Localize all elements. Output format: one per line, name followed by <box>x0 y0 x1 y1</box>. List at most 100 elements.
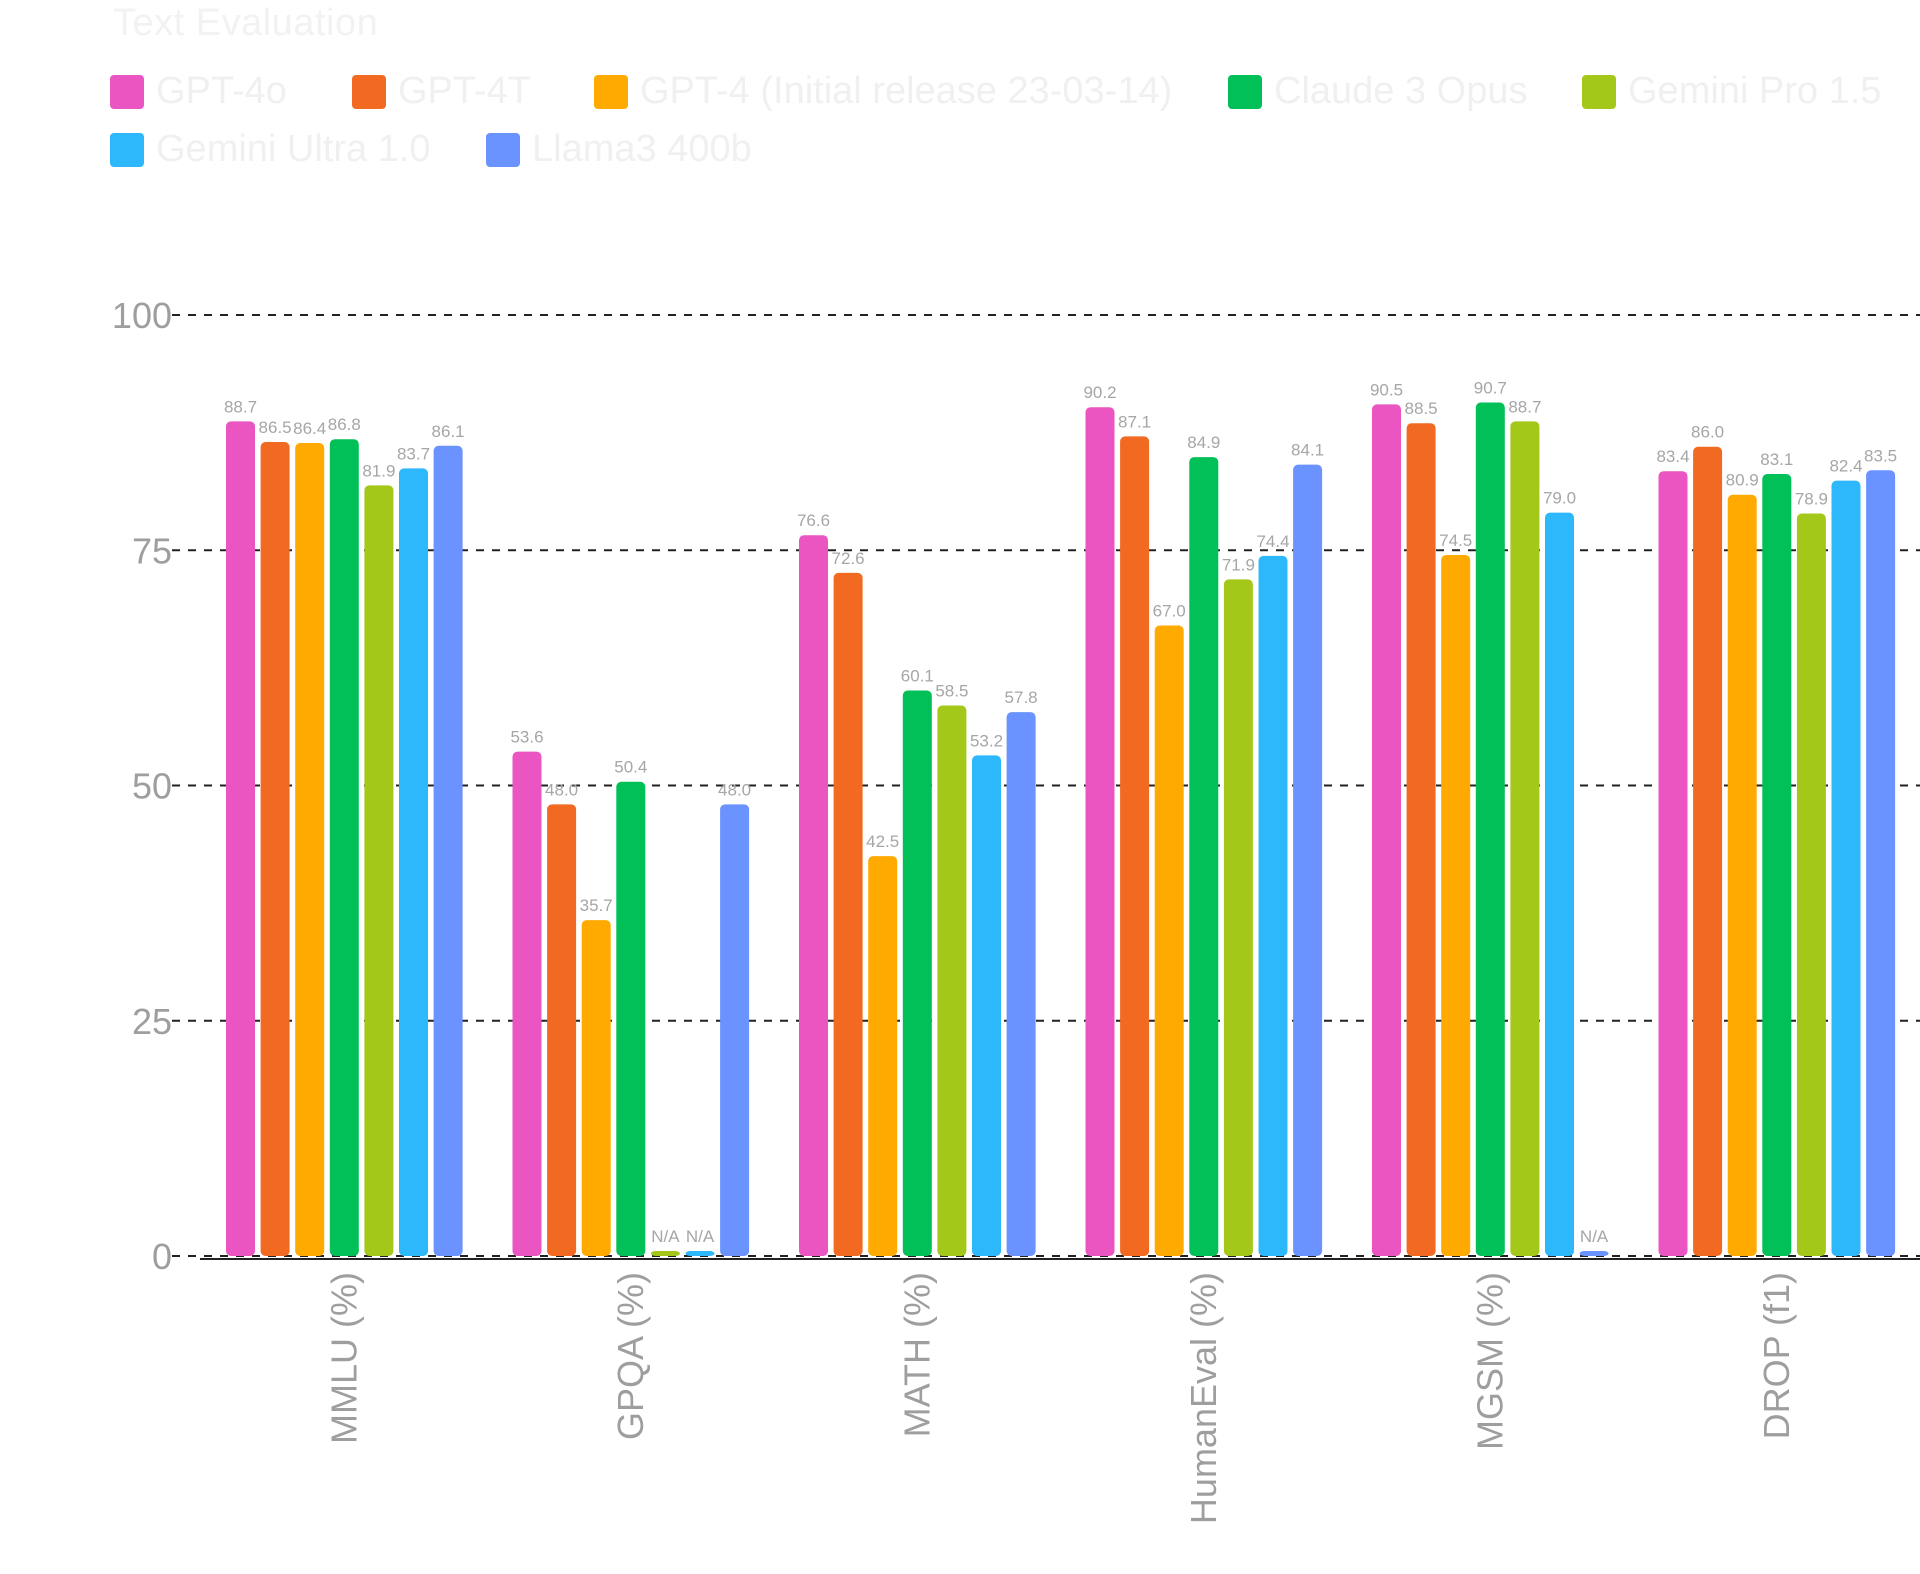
bar <box>1579 1251 1609 1256</box>
legend-label: Gemini Pro 1.5 <box>1628 70 1882 112</box>
bar <box>260 442 290 1256</box>
bar <box>1406 423 1436 1257</box>
bar <box>1085 407 1115 1256</box>
legend-item-gemini-pro-1-5[interactable]: Gemini Pro 1.5 <box>1582 70 1881 113</box>
data-label: 78.9 <box>1795 490 1828 509</box>
data-label: 48.0 <box>545 780 578 799</box>
bar <box>616 781 646 1256</box>
legend-item-claude-3-opus[interactable]: Claude 3 Opus <box>1228 70 1528 113</box>
data-label: 35.7 <box>580 896 613 915</box>
bar <box>329 439 359 1256</box>
chart-title: Text Evaluation <box>113 2 379 44</box>
bar <box>1189 457 1219 1256</box>
data-label: 67.0 <box>1153 602 1186 621</box>
x-tick-label: DROP (f1) <box>1756 1272 1797 1439</box>
data-label: 84.1 <box>1291 441 1324 460</box>
data-label: 84.9 <box>1187 433 1220 452</box>
bar <box>1258 555 1288 1256</box>
bar <box>1154 625 1184 1256</box>
data-label: 53.2 <box>970 731 1003 750</box>
data-label: 90.5 <box>1370 380 1403 399</box>
legend-label: GPT-4T <box>398 70 532 112</box>
data-label: 48.0 <box>718 780 751 799</box>
legend-item-gemini-ultra-1-0[interactable]: Gemini Ultra 1.0 <box>110 128 431 171</box>
data-label: 82.4 <box>1829 457 1862 476</box>
bar <box>1006 712 1036 1256</box>
bar <box>547 804 577 1256</box>
bar <box>799 535 828 1256</box>
data-label: N/A <box>651 1227 680 1246</box>
data-label: 88.7 <box>224 397 257 416</box>
bar <box>1120 436 1150 1256</box>
data-label: N/A <box>1580 1227 1609 1246</box>
legend-swatch <box>486 132 520 167</box>
y-tick-label: 75 <box>132 530 172 571</box>
bar <box>902 690 932 1256</box>
data-label: 80.9 <box>1726 471 1759 490</box>
legend-swatch <box>110 74 144 109</box>
legend-item-llama3-400b[interactable]: Llama3 400b <box>486 128 752 171</box>
bar <box>685 1251 715 1256</box>
x-tick-label: MGSM (%) <box>1469 1272 1510 1450</box>
legend-swatch <box>1228 74 1262 109</box>
bar <box>972 755 1001 1256</box>
bar <box>868 856 898 1256</box>
bar <box>399 468 428 1256</box>
data-label: 88.7 <box>1508 397 1541 416</box>
data-label: 71.9 <box>1222 555 1255 574</box>
bar <box>1372 404 1401 1256</box>
x-tick-label: MMLU (%) <box>323 1272 364 1444</box>
bar <box>1693 446 1723 1256</box>
bar <box>1441 554 1471 1256</box>
legend-swatch <box>110 132 144 167</box>
legend-label: Gemini Ultra 1.0 <box>156 128 431 170</box>
y-tick-label: 50 <box>132 766 172 807</box>
data-label: 86.5 <box>259 418 292 437</box>
bar <box>226 421 255 1256</box>
legend-swatch <box>1582 74 1616 109</box>
data-label: 86.8 <box>328 415 361 434</box>
bar <box>1762 474 1792 1256</box>
legend-swatch <box>352 74 386 109</box>
legend-item-gpt-4o[interactable]: GPT-4o <box>110 70 287 113</box>
legend-label: GPT-4o <box>156 70 287 112</box>
data-label: 83.1 <box>1760 450 1793 469</box>
bar <box>650 1251 680 1256</box>
bar <box>1658 471 1688 1256</box>
bar <box>1831 480 1861 1257</box>
data-label: 86.1 <box>432 422 465 441</box>
data-label: 90.2 <box>1083 383 1116 402</box>
bar <box>433 445 463 1256</box>
data-label: 74.5 <box>1439 531 1472 550</box>
bar <box>937 705 967 1256</box>
data-label: 72.6 <box>832 549 865 568</box>
bar <box>1293 464 1323 1256</box>
legend-swatch <box>594 74 628 109</box>
legend-item-gpt-4-initial[interactable]: GPT-4 (Initial release 23-03-14) <box>594 70 1172 113</box>
data-label: 79.0 <box>1543 489 1576 508</box>
data-label: 50.4 <box>614 758 647 777</box>
x-tick-label: HumanEval (%) <box>1183 1272 1224 1524</box>
data-label: 83.5 <box>1864 446 1897 465</box>
bar <box>720 804 750 1256</box>
y-tick-label: 0 <box>152 1236 172 1277</box>
data-label: 74.4 <box>1256 532 1289 551</box>
bar <box>1796 513 1826 1256</box>
data-label: 87.1 <box>1118 412 1151 431</box>
y-tick-label: 25 <box>132 1001 172 1042</box>
bar <box>833 572 863 1256</box>
x-tick-label: MATH (%) <box>896 1272 937 1437</box>
x-tick-label: GPQA (%) <box>610 1272 651 1440</box>
legend-label: Claude 3 Opus <box>1274 70 1528 112</box>
bar <box>1727 494 1757 1257</box>
data-label: 58.5 <box>935 682 968 701</box>
data-label: 42.5 <box>866 832 899 851</box>
data-label: 83.4 <box>1656 447 1689 466</box>
data-label: 60.1 <box>901 666 934 685</box>
data-label: 76.6 <box>797 511 830 530</box>
legend-item-gpt-4t[interactable]: GPT-4T <box>352 70 531 113</box>
bar <box>512 751 542 1256</box>
bar <box>1510 421 1540 1256</box>
data-label: 83.7 <box>397 444 430 463</box>
